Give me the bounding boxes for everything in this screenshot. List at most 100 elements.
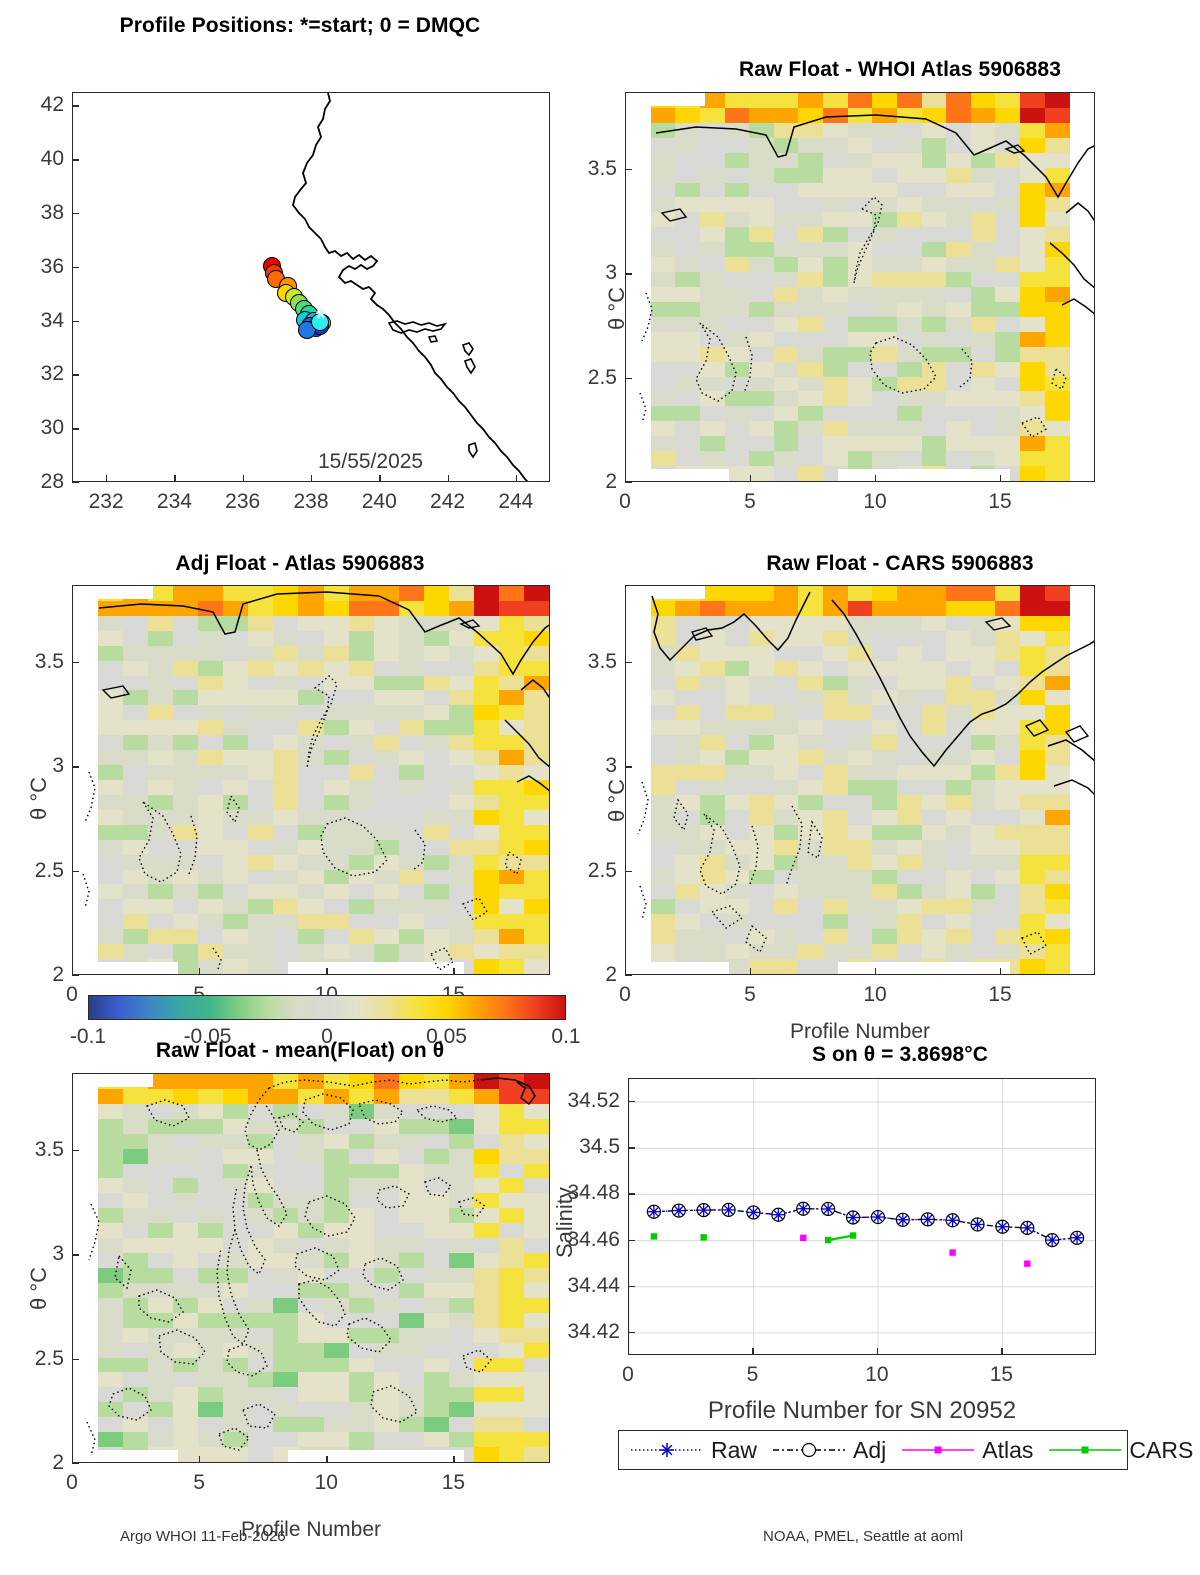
heatmap-cell — [872, 316, 898, 333]
heatmap-cell — [921, 287, 947, 303]
raw-mean-axes[interactable] — [72, 1073, 550, 1463]
heatmap-cell — [1044, 466, 1070, 481]
heatmap-cell — [675, 152, 701, 169]
raw-atlas-xtickmark — [875, 475, 877, 482]
heatmap-cell — [749, 421, 775, 437]
raw-mean-ytickmark — [72, 1150, 79, 1152]
heatmap-cell — [798, 451, 824, 467]
heatmap-cell — [749, 272, 775, 288]
heatmap-cell — [1044, 152, 1070, 169]
heatmap-cell — [946, 316, 972, 333]
heatmap-cell — [823, 93, 849, 109]
heatmap-cell — [921, 182, 947, 199]
cars-series-line — [827, 1234, 854, 1242]
salinity-ytickmark — [628, 1101, 635, 1103]
raw-atlas-axes[interactable] — [625, 92, 1095, 482]
heatmap-cell — [173, 615, 199, 632]
raw-cars-axes[interactable] — [625, 585, 1095, 975]
legend-item-adj[interactable]: Adj — [771, 1437, 890, 1464]
heatmap-cell — [896, 301, 923, 318]
heatmap-cell — [675, 272, 701, 288]
salinity-axes[interactable] — [628, 1078, 1096, 1355]
heatmap-cell — [872, 301, 898, 318]
adj-atlas-xtickmark — [199, 968, 201, 975]
heatmap-cell — [675, 331, 701, 348]
heatmap-cell — [970, 242, 997, 258]
adj-atlas-ytick: 3.5 — [34, 650, 64, 674]
profile-marker — [311, 313, 330, 332]
legend-item-raw[interactable]: Raw — [629, 1437, 761, 1464]
heatmap-cell — [650, 346, 676, 363]
heatmap-cell — [298, 615, 325, 632]
legend-item-atlas[interactable]: Atlas — [900, 1437, 1037, 1464]
heatmap-cell — [724, 466, 750, 481]
heatmap-cell — [896, 436, 923, 452]
heatmap-cell — [798, 137, 824, 154]
heatmap-cell — [1044, 346, 1070, 363]
heatmap-cell — [1020, 257, 1046, 273]
heatmap-cell — [995, 361, 1021, 378]
heatmap-cell — [823, 182, 849, 199]
legend-item-cars[interactable]: CARS — [1047, 1437, 1197, 1464]
raw-cars-ytick: 3 — [605, 754, 617, 778]
salinity-title: S on θ = 3.8698°C — [600, 1043, 1200, 1067]
heatmap-cell — [921, 331, 947, 348]
heatmap-cell — [1044, 301, 1070, 318]
heatmap-cell — [498, 615, 525, 632]
salinity-ylabel: Salinity — [552, 1187, 577, 1258]
cars-marker-dot — [650, 1233, 658, 1240]
salinity-xtick: 0 — [622, 1363, 634, 1386]
heatmap-cell — [798, 182, 824, 199]
raw-atlas-xtick: 15 — [988, 490, 1012, 513]
heatmap-cell — [970, 436, 997, 452]
raw-mean-xtickmark — [72, 1456, 74, 1463]
heatmap-cell — [173, 586, 199, 602]
heatmap-cell — [749, 361, 775, 378]
heatmap-cell — [970, 152, 997, 169]
adj-atlas-heatmap — [73, 586, 549, 974]
heatmap-cell — [1044, 376, 1070, 393]
adj-atlas-axes[interactable] — [72, 585, 550, 975]
heatmap-cell — [847, 197, 873, 213]
heatmap-cell — [699, 182, 726, 199]
heatmap-cell — [847, 167, 873, 184]
heatmap-cell — [749, 376, 775, 393]
heatmap-cell — [847, 257, 873, 273]
heatmap-cell — [1020, 346, 1046, 363]
heatmap-cell — [946, 272, 972, 288]
heatmap-cell — [896, 451, 923, 467]
heatmap-cell — [823, 361, 849, 378]
heatmap-cell — [650, 301, 676, 318]
raw-atlas-title: Raw Float - WHOI Atlas 5906883 — [739, 58, 1061, 81]
heatmap-cell — [1020, 137, 1046, 154]
heatmap-cell — [749, 406, 775, 422]
heatmap-cell — [248, 586, 274, 602]
heatmap-cell — [995, 451, 1021, 467]
salinity-legend[interactable]: Raw Adj Atlas CARS — [618, 1430, 1193, 1470]
heatmap-cell — [946, 421, 972, 437]
heatmap-cell — [921, 451, 947, 467]
heatmap-cell — [995, 272, 1021, 288]
heatmap-cell — [724, 182, 750, 199]
heatmap-cell — [1044, 406, 1070, 422]
salinity-xtick: 15 — [989, 1363, 1014, 1386]
heatmap-cell — [675, 421, 701, 437]
salinity-ytick: 34.44 — [567, 1273, 620, 1297]
heatmap-cell — [373, 615, 400, 632]
heatmap-cell — [921, 257, 947, 273]
legend-label: Atlas — [982, 1436, 1034, 1463]
heatmap-cell — [724, 93, 750, 109]
heatmap-cell — [921, 301, 947, 318]
adj-atlas-xtickmark — [72, 968, 74, 975]
map-axes[interactable]: * — [72, 92, 550, 482]
heatmap-cell — [946, 167, 972, 184]
heatmap-cell — [773, 451, 799, 467]
heatmap-cell — [773, 316, 799, 333]
raw-cars-ytick: 2.5 — [587, 858, 617, 882]
heatmap-cell — [749, 212, 775, 228]
map-ytickmark — [72, 428, 79, 430]
colorbar-gradient — [88, 995, 566, 1020]
heatmap-cell — [995, 257, 1021, 273]
heatmap-cell — [749, 182, 775, 199]
heatmap-cell — [473, 586, 500, 602]
